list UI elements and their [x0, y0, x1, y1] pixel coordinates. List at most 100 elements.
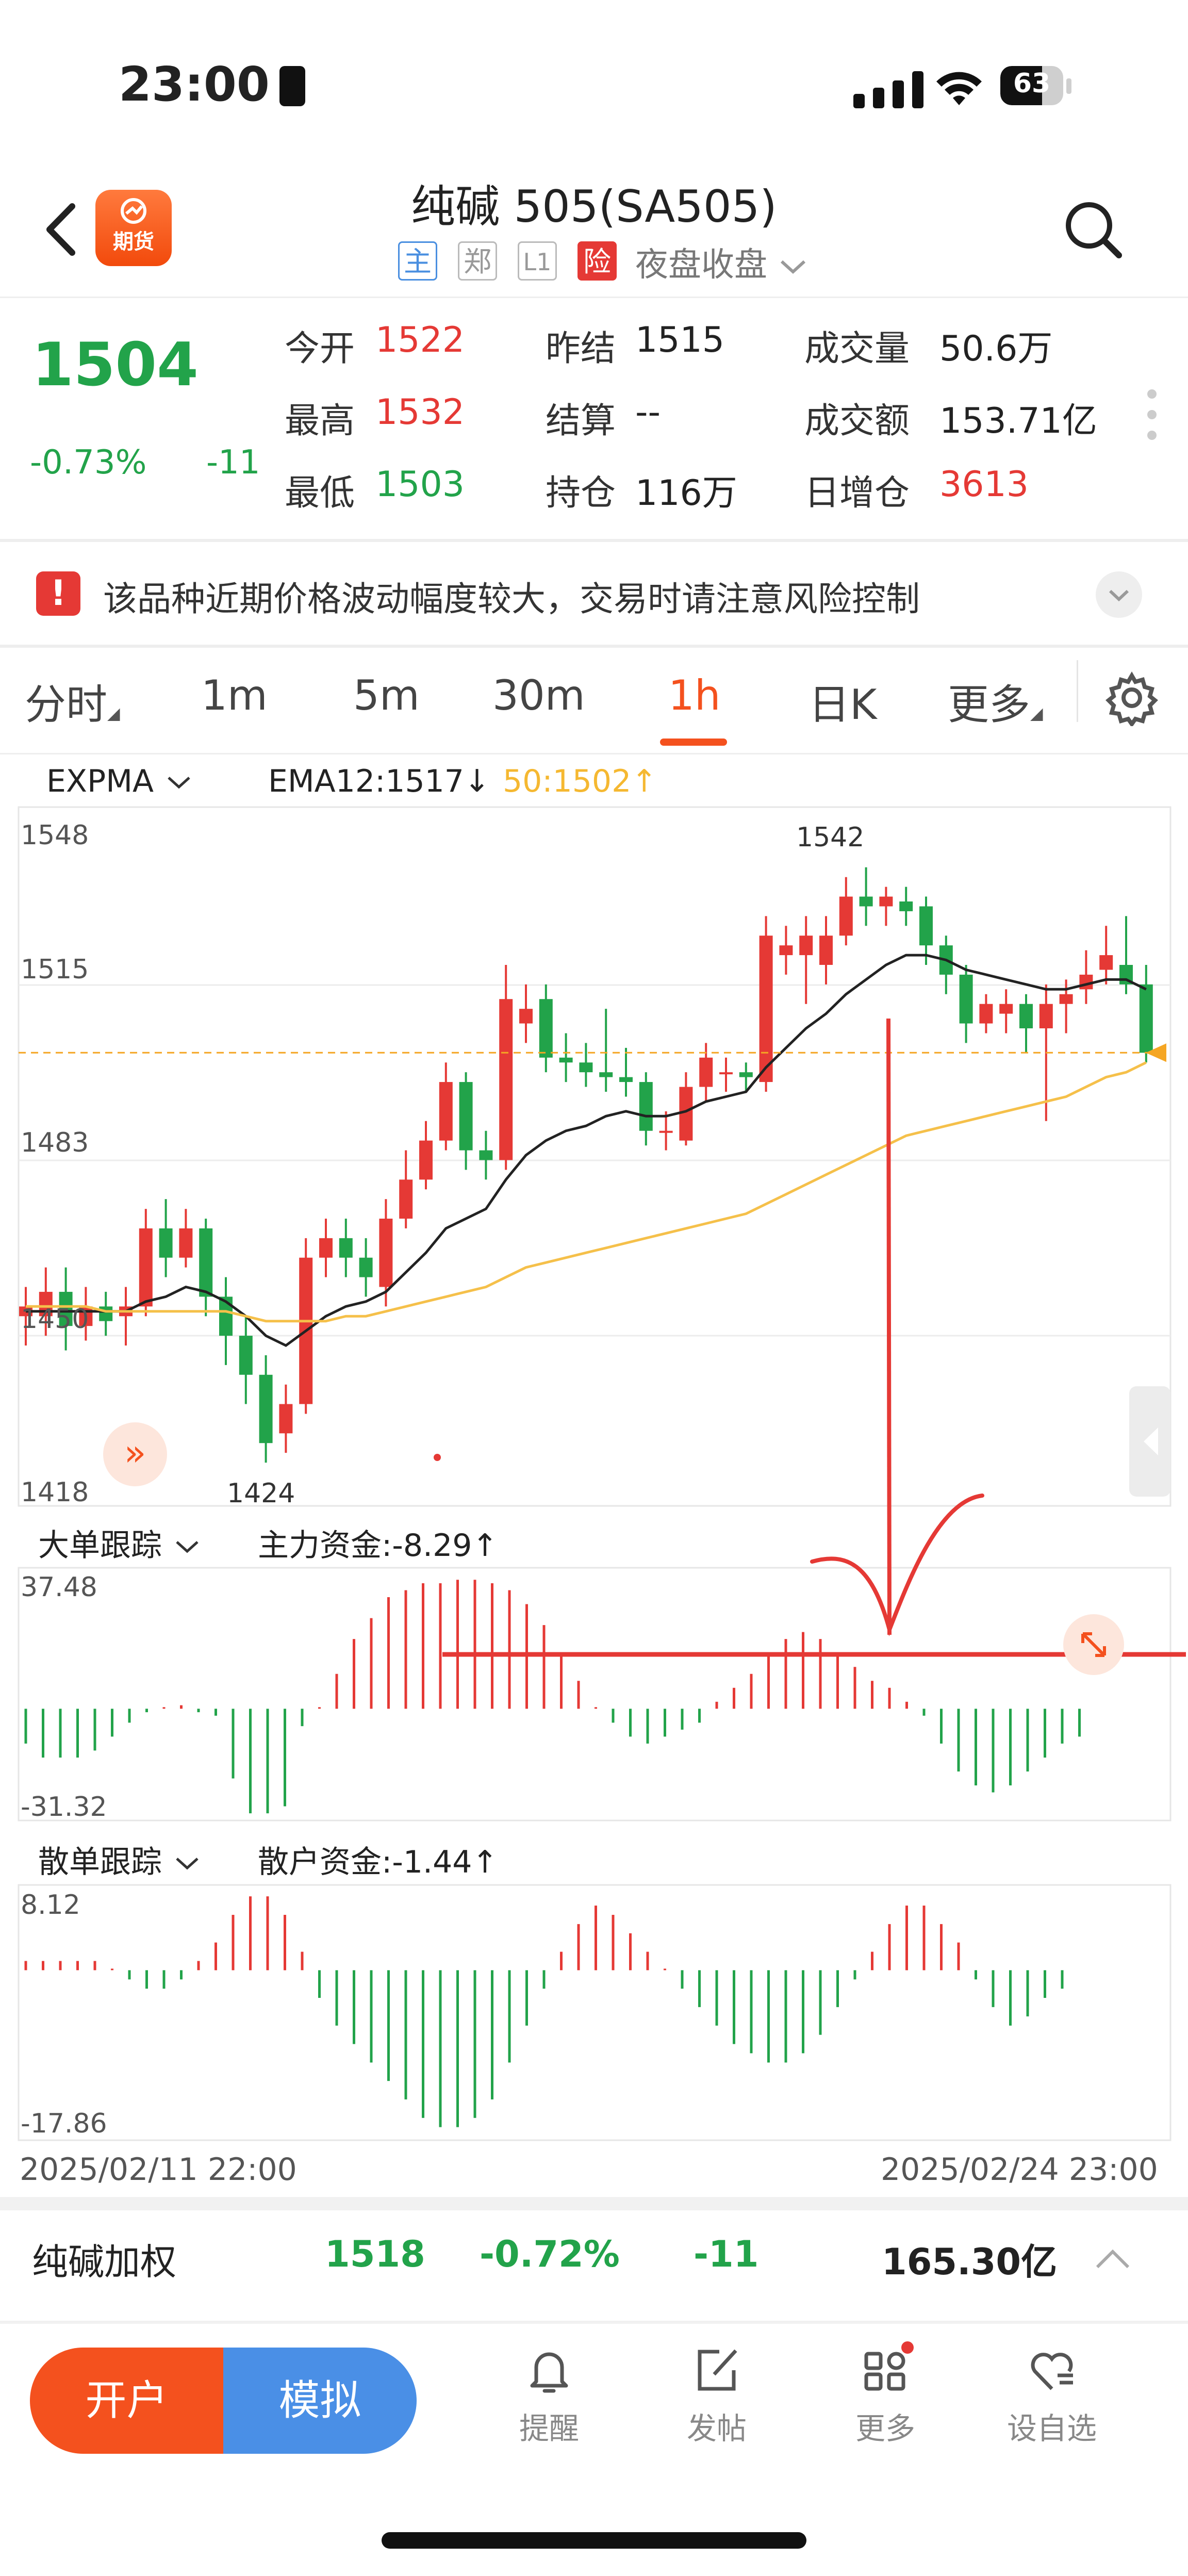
search-icon[interactable]	[1062, 199, 1124, 260]
night-session-status[interactable]: 夜盘收盘	[635, 238, 808, 286]
app-logo-label: 期货	[113, 230, 154, 254]
annotation-arrow-line	[886, 1018, 892, 1635]
candle-body	[859, 896, 873, 907]
weighted-price: 1518	[325, 2233, 425, 2275]
weighted-name[interactable]: 纯碱加权	[32, 2241, 176, 2283]
caret-left-icon	[1144, 1428, 1158, 1455]
candle-body	[779, 945, 793, 956]
main-fund-readout: 主力资金:-8.29↑	[258, 1528, 498, 1564]
time-axis-start: 2025/02/11 22:00	[20, 2152, 297, 2188]
candle-body	[399, 1179, 413, 1219]
candle-body	[759, 936, 773, 1082]
notice-expand-button[interactable]	[1096, 571, 1142, 618]
chevron-down-icon	[1109, 589, 1129, 602]
min-price-label: 1424	[227, 1478, 295, 1509]
candle-body	[599, 1072, 613, 1077]
candle-body	[479, 1150, 493, 1160]
chevron-up-icon[interactable]	[1092, 2243, 1133, 2274]
open-account-button[interactable]: 开户	[30, 2348, 223, 2454]
candle-body	[639, 1082, 653, 1131]
price-axis-cursor: 1450	[21, 1304, 89, 1335]
chevron-down-icon	[176, 1541, 199, 1553]
tab-1m[interactable]: 1m	[201, 671, 268, 719]
weighted-turnover: 165.30亿	[882, 2241, 1058, 2283]
back-icon[interactable]	[41, 201, 82, 258]
candle-body	[519, 1009, 533, 1024]
nav-watchlist[interactable]: 设自选	[995, 2341, 1109, 2448]
kline-chart[interactable]	[0, 0, 1188, 2218]
tab-intraday[interactable]: 分时◢	[25, 671, 120, 731]
open-interest-value: 116万	[635, 473, 737, 514]
tab-more[interactable]: 更多◢	[948, 671, 1043, 731]
more-vertical-icon[interactable]	[1147, 389, 1158, 451]
tab-1h[interactable]: 1h	[668, 671, 721, 719]
candle-body	[1039, 1004, 1053, 1028]
side-panel-handle[interactable]	[1129, 1386, 1170, 1497]
chevron-down-icon	[781, 260, 806, 274]
last-price: 1504	[32, 330, 199, 400]
candle-body	[379, 1219, 393, 1287]
retail-panel-frame	[18, 1884, 1172, 2141]
main-panel-frame	[18, 806, 1172, 1507]
settle-value: --	[635, 392, 661, 433]
heart-list-icon	[1031, 2353, 1073, 2390]
open-interest-label: 持仓	[546, 473, 616, 514]
portrait-lock-icon	[279, 66, 305, 106]
retail-axis-top: 8.12	[21, 1890, 80, 1921]
candle-body	[279, 1404, 293, 1434]
candle-body	[619, 1077, 633, 1082]
nav-reminder-label: 提醒	[519, 2411, 579, 2446]
settings-gear-icon[interactable]	[1103, 669, 1160, 726]
edit-icon	[698, 2349, 737, 2391]
ema-line-EMA12	[26, 954, 1147, 1347]
weighted-change: -11	[694, 2233, 759, 2275]
oi-change-label: 日增仓	[804, 473, 910, 514]
chevron-down-icon	[176, 1858, 199, 1870]
battery-icon: 63	[1000, 66, 1063, 105]
price-axis-mid: 1515	[21, 954, 89, 985]
open-value: 1522	[375, 320, 465, 360]
nav-reminder[interactable]: 提醒	[492, 2341, 606, 2448]
candle-body	[979, 1004, 993, 1024]
expand-kline-button[interactable]: »	[103, 1422, 167, 1486]
retail-order-name: 散单跟踪	[38, 1844, 162, 1880]
retail-order-selector[interactable]: 散单跟踪	[38, 1837, 203, 1882]
candle-body	[899, 901, 913, 911]
nav-more[interactable]: 更多	[829, 2341, 942, 2448]
tag-risk: 险	[578, 241, 617, 281]
candle-body	[659, 1130, 673, 1133]
big-order-axis-bottom: -31.32	[21, 1792, 107, 1823]
candle-body	[959, 974, 973, 1024]
home-indicator	[382, 2532, 806, 2549]
warning-icon: !	[36, 571, 80, 616]
tag-level: L1	[518, 241, 557, 281]
fullscreen-button[interactable]	[1063, 1614, 1124, 1675]
pct-change: -0.73%	[30, 444, 147, 482]
indicator-selector[interactable]: EXPMA	[46, 763, 194, 799]
candle-body	[79, 1306, 93, 1326]
active-tab-underline	[660, 739, 727, 746]
candle-body	[239, 1336, 253, 1375]
app-logo[interactable]: 期货	[95, 190, 172, 266]
oi-change-value: 3613	[939, 464, 1029, 505]
simulate-button[interactable]: 模拟	[223, 2348, 417, 2454]
big-order-selector[interactable]: 大单跟踪	[38, 1520, 203, 1565]
candle-body	[259, 1374, 273, 1443]
nav-post[interactable]: 发帖	[660, 2341, 773, 2448]
tab-5m[interactable]: 5m	[353, 671, 420, 719]
tab-30m[interactable]: 30m	[492, 671, 585, 719]
candle-body	[499, 999, 513, 1160]
grid-apps-icon	[864, 2341, 914, 2391]
price-axis-top: 1548	[21, 820, 89, 851]
max-price-label: 1542	[796, 822, 865, 853]
candle-body	[699, 1057, 713, 1087]
candle-body	[59, 1291, 73, 1326]
candle-body	[679, 1087, 693, 1141]
prev-settle-value: 1515	[635, 320, 725, 360]
logo-mark-icon	[121, 198, 146, 224]
bell-icon	[530, 2352, 568, 2393]
corner-indicator-icon: ◢	[107, 703, 120, 723]
tab-daily-k[interactable]: 日K	[808, 681, 877, 729]
page-title[interactable]: 纯碱 505(SA505)	[411, 181, 777, 233]
big-order-name: 大单跟踪	[38, 1528, 162, 1564]
